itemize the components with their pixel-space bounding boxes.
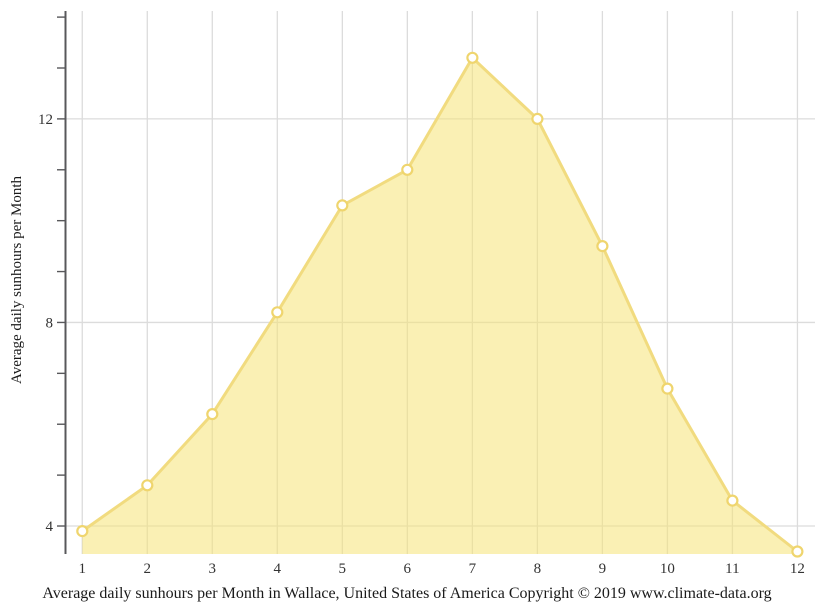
data-point-month-1 <box>76 524 89 538</box>
x-tick-label-12: 12 <box>790 561 805 577</box>
x-tick-label-4: 4 <box>274 561 282 577</box>
series-line <box>80 56 799 553</box>
x-tick-label-11: 11 <box>725 561 739 577</box>
data-point-month-7 <box>466 51 479 64</box>
x-tick-label-5: 5 <box>339 561 347 577</box>
area-fill <box>82 57 798 555</box>
data-point-month-4 <box>271 306 284 319</box>
data-point-month-3 <box>206 408 219 421</box>
data-point-month-5 <box>336 199 349 212</box>
y-axis-tick-labels: 4 8 12 <box>38 112 54 535</box>
x-tick-label-6: 6 <box>404 561 412 577</box>
y-axis-title: Average daily sunhours per Month <box>9 176 25 385</box>
data-point-month-10 <box>661 382 674 395</box>
data-point-month-2 <box>141 479 154 492</box>
x-tick-label-7: 7 <box>469 561 477 577</box>
x-tick-label-10: 10 <box>660 561 675 577</box>
area-series <box>76 51 804 558</box>
x-tick-label-2: 2 <box>144 561 152 577</box>
data-point-month-6 <box>401 163 414 176</box>
y-axis <box>57 11 67 554</box>
y-tick-label-8: 8 <box>46 315 54 331</box>
data-point-month-12 <box>791 545 804 558</box>
data-point-month-9 <box>596 240 609 253</box>
x-tick-label-9: 9 <box>599 561 607 577</box>
y-tick-label-4: 4 <box>46 519 54 535</box>
x-tick-label-3: 3 <box>209 561 217 577</box>
x-tick-label-1: 1 <box>79 561 87 577</box>
data-point-month-11 <box>726 494 739 507</box>
chart-caption: Average daily sunhours per Month in Wall… <box>42 585 771 602</box>
x-axis-labels: 1 2 3 4 5 6 7 8 9 10 11 12 <box>79 561 805 577</box>
data-point-month-8 <box>531 112 544 126</box>
y-tick-label-12: 12 <box>38 112 53 128</box>
x-tick-label-8: 8 <box>534 561 542 577</box>
